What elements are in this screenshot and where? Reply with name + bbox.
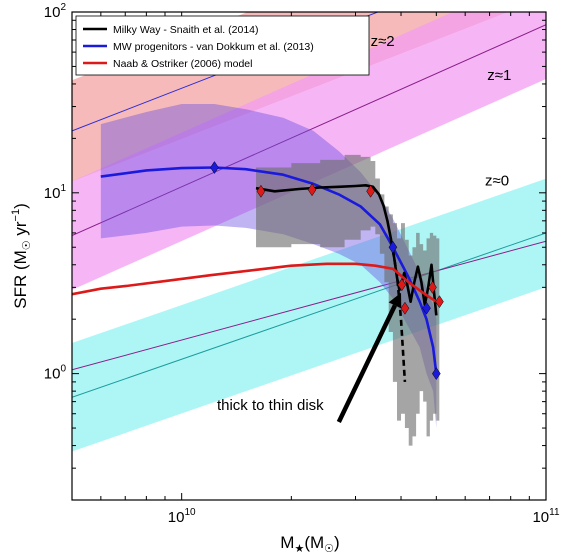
series-line-2 bbox=[72, 262, 438, 303]
marker-1-4 bbox=[400, 301, 410, 315]
marker-1-6 bbox=[435, 295, 444, 309]
marker-1-2 bbox=[366, 184, 375, 198]
annotation-arrow-head bbox=[388, 292, 402, 309]
series-markers bbox=[210, 161, 444, 381]
series-line-1 bbox=[255, 184, 438, 316]
band-1 bbox=[72, 12, 546, 290]
band-label-1: z≈1 bbox=[487, 67, 511, 84]
marker-0-2 bbox=[422, 301, 431, 315]
axis-ticks: 1010 1011 100 101 102 bbox=[44, 2, 560, 526]
y-tick-label: 100 bbox=[44, 364, 67, 383]
x-axis-title: M★(M☉) bbox=[280, 533, 339, 555]
series-lines bbox=[72, 166, 438, 382]
band-center-line-1 bbox=[72, 24, 546, 237]
plot-frame bbox=[71, 11, 547, 501]
marker-1-1 bbox=[307, 183, 317, 197]
legend-label-0: Milky Way - Snaith et al. (2014) bbox=[113, 24, 259, 36]
marker-1-3 bbox=[397, 278, 407, 292]
band-center-line-3 bbox=[72, 240, 546, 371]
marker-1-5 bbox=[428, 280, 437, 294]
marker-0-0 bbox=[210, 161, 219, 174]
band-center-line-2 bbox=[72, 232, 546, 398]
y-tick-label: 102 bbox=[44, 2, 67, 21]
band-label-0: z≈2 bbox=[371, 33, 395, 50]
legend-label-2: Naab & Ostriker (2006) model bbox=[113, 58, 252, 70]
band-label-2: z≈0 bbox=[485, 172, 509, 189]
milky-way-error-region bbox=[256, 154, 440, 446]
legend-label-1: MW progenitors - van Dokkum et al. (2013… bbox=[113, 41, 314, 53]
annotation: thick to thin disk bbox=[217, 292, 402, 423]
series-dashed-1 bbox=[391, 250, 407, 382]
x-tick-label: 1010 bbox=[168, 507, 196, 526]
annotation-text: thick to thin disk bbox=[217, 397, 324, 414]
annotation-arrow-shaft bbox=[336, 304, 397, 423]
y-axis-title: SFR (M☉ yr−1) bbox=[10, 203, 33, 309]
y-tick-label: 101 bbox=[44, 183, 67, 202]
legend-box bbox=[75, 15, 370, 76]
marker-0-1 bbox=[388, 240, 398, 254]
legend: Milky Way - Snaith et al. (2014) MW proge… bbox=[75, 15, 370, 76]
band-labels: z≈2 z≈1 z≈0 bbox=[371, 33, 512, 189]
series-line-0 bbox=[100, 166, 438, 374]
marker-0-3 bbox=[432, 367, 441, 381]
marker-1-0 bbox=[256, 184, 266, 198]
x-tick-label: 1011 bbox=[532, 507, 560, 526]
